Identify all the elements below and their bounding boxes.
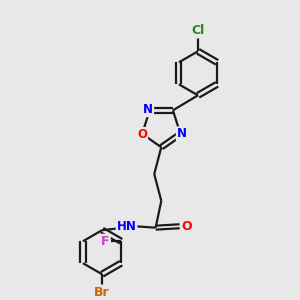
Text: F: F xyxy=(101,235,110,248)
Text: HN: HN xyxy=(117,220,136,233)
Text: N: N xyxy=(143,103,153,116)
Text: Br: Br xyxy=(94,286,110,298)
Text: Cl: Cl xyxy=(191,25,205,38)
Text: O: O xyxy=(182,220,192,233)
Text: N: N xyxy=(177,128,187,140)
Text: O: O xyxy=(137,128,147,141)
